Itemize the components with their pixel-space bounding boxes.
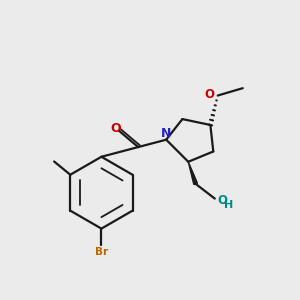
Text: H: H (224, 200, 233, 210)
Text: O: O (204, 88, 214, 100)
Text: N: N (160, 127, 171, 140)
Text: O: O (110, 122, 121, 135)
Text: O: O (217, 194, 227, 207)
Text: Br: Br (95, 247, 108, 257)
Polygon shape (188, 162, 197, 184)
